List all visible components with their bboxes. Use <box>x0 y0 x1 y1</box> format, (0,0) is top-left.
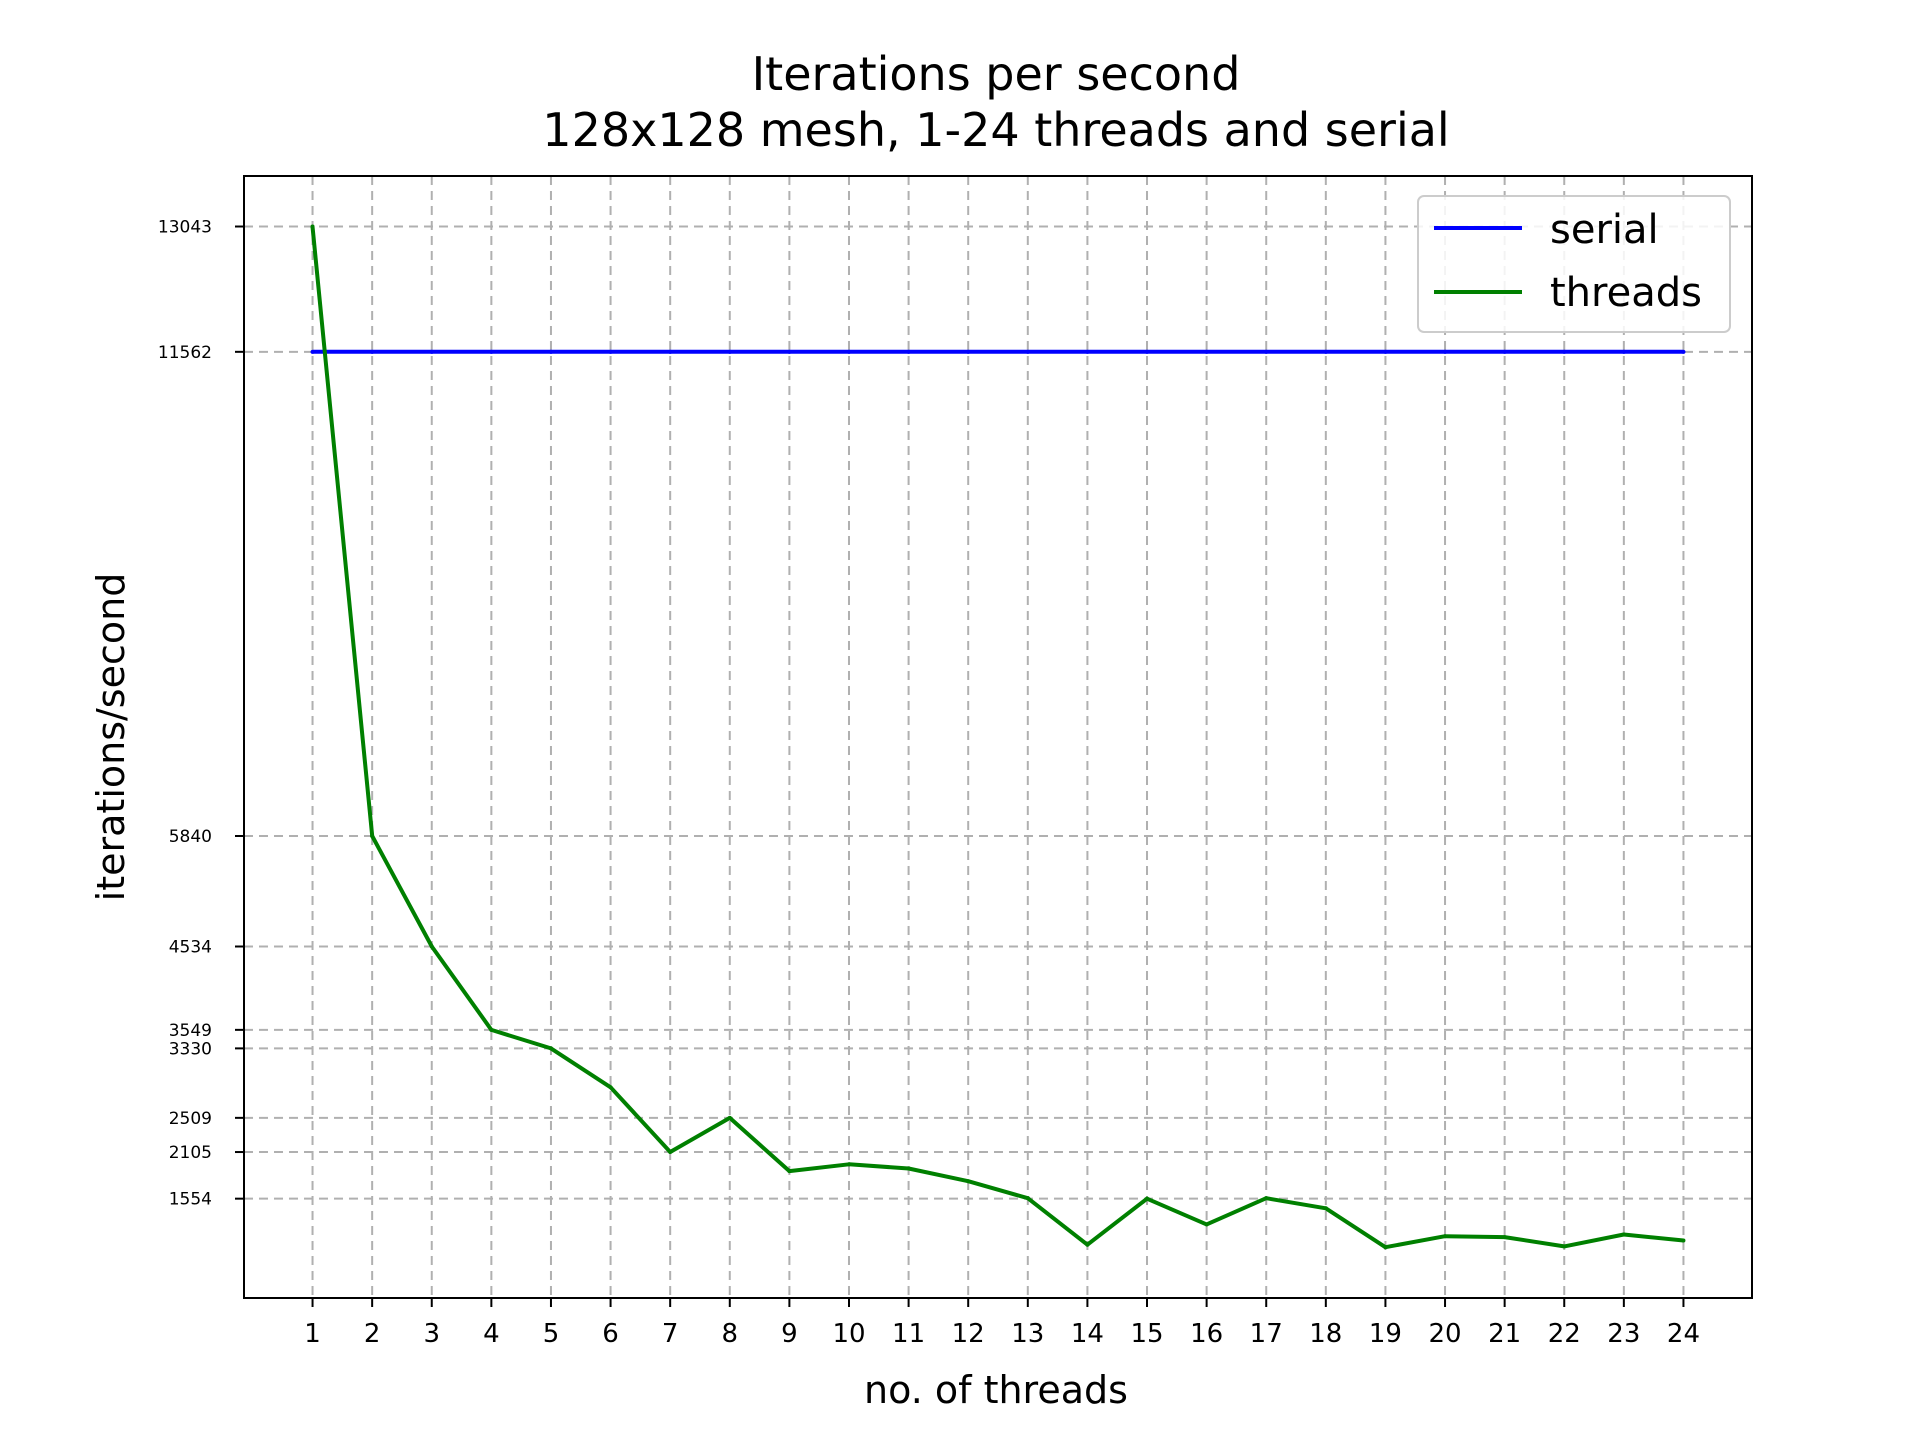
data-point-threads <box>489 1027 494 1032</box>
chart-subtitle: 128x128 mesh, 1-24 threads and serial <box>542 103 1449 157</box>
data-point-threads <box>1025 1196 1030 1201</box>
data-point-threads <box>787 1169 792 1174</box>
data-point-threads <box>1681 1238 1686 1243</box>
data-point-serial <box>1323 349 1328 354</box>
legend-label-threads: threads <box>1550 270 1702 316</box>
data-point-serial <box>1383 349 1388 354</box>
x-axis: 1 2 3 4 5 6 7 8 9 10 11 12 13 14 15 16 17 18 19 20 21 22 23 24 <box>304 1298 1700 1349</box>
y-axis-label: iterations/second <box>89 573 133 902</box>
y-tick-label: 13043 <box>158 218 212 238</box>
x-tick-label: 21 <box>1488 1319 1521 1349</box>
data-point-threads <box>1323 1206 1328 1211</box>
data-point-serial <box>1264 349 1269 354</box>
data-point-threads <box>1204 1222 1209 1227</box>
x-tick-label: 5 <box>543 1319 560 1349</box>
x-tick-label: 1 <box>304 1319 321 1349</box>
chart-title: Iterations per second <box>752 47 1241 101</box>
data-point-threads <box>310 224 315 229</box>
x-tick-label: 7 <box>662 1319 679 1349</box>
data-point-serial <box>1085 349 1090 354</box>
data-point-serial <box>548 349 553 354</box>
data-point-threads <box>1621 1232 1626 1237</box>
data-point-serial <box>1443 349 1448 354</box>
data-point-threads <box>1383 1245 1388 1250</box>
data-point-threads <box>846 1162 851 1167</box>
series-lines <box>310 224 1686 1250</box>
data-point-serial <box>370 349 375 354</box>
data-point-threads <box>1562 1244 1567 1249</box>
x-tick-label: 13 <box>1011 1319 1044 1349</box>
data-point-threads <box>1443 1234 1448 1239</box>
data-point-serial <box>1502 349 1507 354</box>
x-tick-label: 10 <box>832 1319 865 1349</box>
x-tick-label: 16 <box>1190 1319 1223 1349</box>
legend: serial threads <box>1417 195 1731 333</box>
x-tick-label: 20 <box>1428 1319 1461 1349</box>
data-point-serial <box>668 349 673 354</box>
data-point-threads <box>370 834 375 838</box>
data-point-serial <box>489 349 494 354</box>
data-point-serial <box>1621 349 1626 354</box>
y-tick-label: 3549 <box>169 1021 212 1041</box>
x-tick-label: 2 <box>364 1319 381 1349</box>
x-tick-label: 11 <box>892 1319 925 1349</box>
data-point-serial <box>310 349 315 354</box>
x-tick-label: 22 <box>1548 1319 1581 1349</box>
x-axis-label: no. of threads <box>864 1368 1128 1412</box>
x-tick-label: 12 <box>952 1319 985 1349</box>
y-tick-label: 2509 <box>169 1109 212 1129</box>
legend-label-serial: serial <box>1550 207 1659 253</box>
data-point-threads <box>608 1085 613 1090</box>
data-point-serial <box>727 349 732 354</box>
x-tick-label: 23 <box>1607 1319 1640 1349</box>
x-tick-label: 24 <box>1667 1319 1700 1349</box>
y-tick-label: 2105 <box>169 1143 212 1163</box>
data-point-threads <box>1085 1242 1090 1247</box>
data-point-threads <box>1264 1196 1269 1201</box>
data-point-serial <box>1681 349 1686 354</box>
data-point-serial <box>906 349 911 354</box>
x-tick-label: 15 <box>1130 1319 1163 1349</box>
data-point-threads <box>548 1046 553 1051</box>
data-point-threads <box>906 1166 911 1171</box>
data-point-threads <box>668 1150 673 1155</box>
data-point-threads <box>1145 1196 1150 1201</box>
grid <box>244 176 1752 1298</box>
y-tick-label: 11562 <box>158 343 212 363</box>
x-tick-label: 14 <box>1071 1319 1104 1349</box>
x-tick-label: 8 <box>722 1319 739 1349</box>
data-point-serial <box>787 349 792 354</box>
data-point-serial <box>846 349 851 354</box>
series-line-threads <box>310 226 1684 1250</box>
data-point-serial <box>966 349 971 354</box>
data-point-threads <box>727 1115 732 1120</box>
y-tick-label: 3330 <box>169 1039 212 1059</box>
data-point-threads <box>429 944 434 949</box>
x-tick-label: 17 <box>1250 1319 1283 1349</box>
y-tick-label: 4534 <box>169 938 212 958</box>
data-point-serial <box>1145 349 1150 354</box>
x-tick-label: 3 <box>423 1319 440 1349</box>
x-tick-label: 4 <box>483 1319 500 1349</box>
data-point-serial <box>1562 349 1567 354</box>
data-point-serial <box>429 349 434 354</box>
data-point-serial <box>1025 349 1030 354</box>
plot-frame <box>243 175 1753 1299</box>
y-tick-label: 1554 <box>169 1190 212 1210</box>
x-tick-label: 6 <box>602 1319 619 1349</box>
x-tick-label: 9 <box>781 1319 798 1349</box>
data-point-threads <box>1502 1235 1507 1240</box>
data-point-serial <box>1204 349 1209 354</box>
data-point-threads <box>966 1179 971 1184</box>
x-tick-label: 19 <box>1369 1319 1402 1349</box>
data-point-serial <box>608 349 613 354</box>
x-tick-label: 18 <box>1309 1319 1342 1349</box>
y-tick-label: 5840 <box>169 827 212 847</box>
